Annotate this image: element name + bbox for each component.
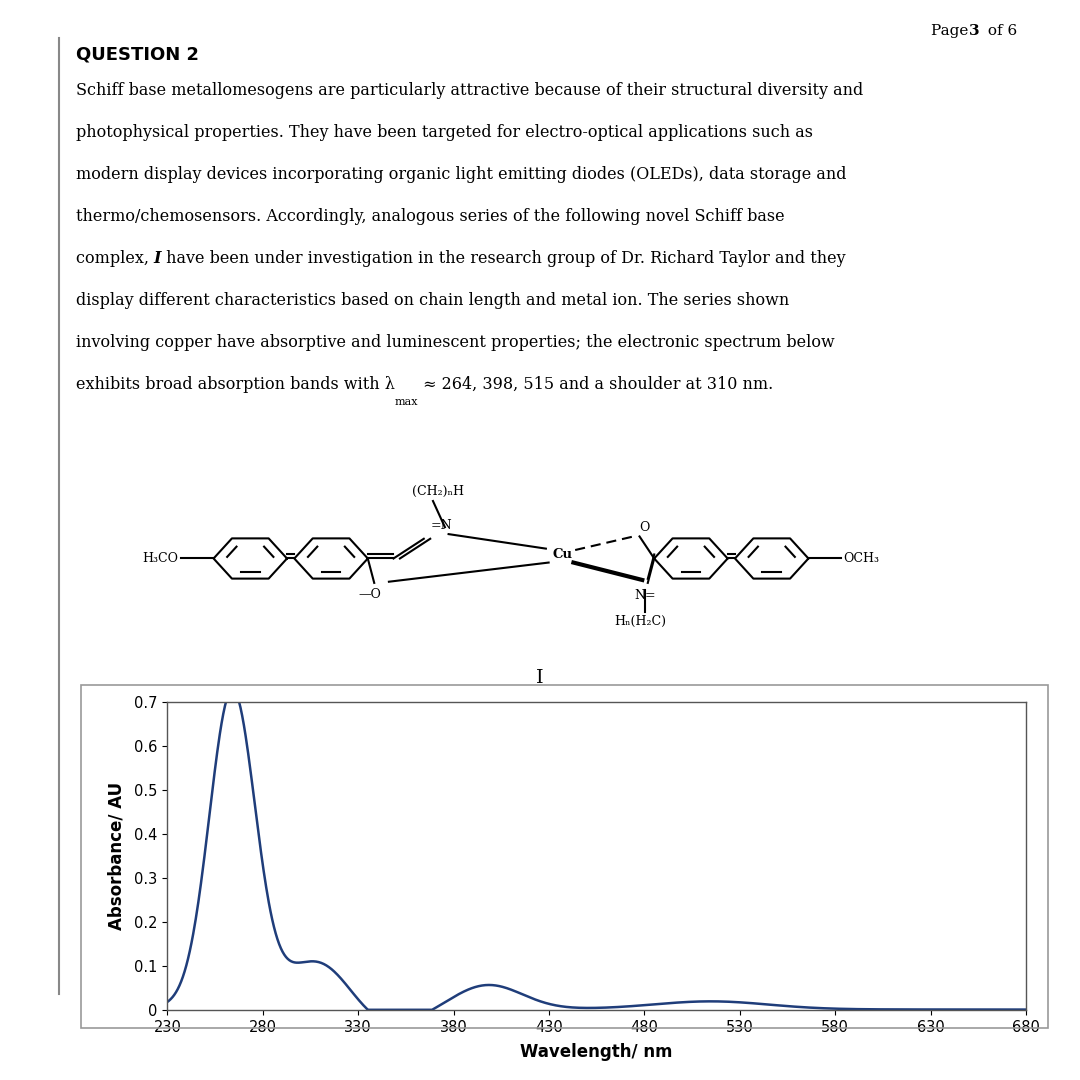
Text: —O: —O — [359, 588, 381, 600]
Text: of 6: of 6 — [983, 24, 1017, 38]
Text: Page: Page — [931, 24, 973, 38]
Text: Cu: Cu — [552, 548, 572, 561]
Text: H₃CO: H₃CO — [143, 552, 178, 565]
Text: have been under investigation in the research group of Dr. Richard Taylor and th: have been under investigation in the res… — [161, 249, 846, 267]
Text: Schiff base metallomesogens are particularly attractive because of their structu: Schiff base metallomesogens are particul… — [76, 81, 863, 98]
Text: I: I — [153, 249, 161, 267]
X-axis label: Wavelength/ nm: Wavelength/ nm — [521, 1043, 673, 1061]
Y-axis label: Absorbance/ AU: Absorbance/ AU — [108, 782, 126, 930]
Text: Hₙ(H₂C): Hₙ(H₂C) — [615, 615, 666, 627]
Text: exhibits broad absorption bands with λ: exhibits broad absorption bands with λ — [76, 376, 394, 393]
Text: I: I — [536, 670, 544, 687]
Text: thermo/chemosensors. Accordingly, analogous series of the following novel Schiff: thermo/chemosensors. Accordingly, analog… — [76, 207, 784, 225]
Text: QUESTION 2: QUESTION 2 — [76, 45, 199, 64]
Text: =N: =N — [430, 518, 451, 531]
Text: involving copper have absorptive and luminescent properties; the electronic spec: involving copper have absorptive and lum… — [76, 334, 835, 351]
Text: O: O — [639, 522, 650, 535]
Text: OCH₃: OCH₃ — [843, 552, 879, 565]
Text: display different characteristics based on chain length and metal ion. The serie: display different characteristics based … — [76, 292, 788, 309]
Text: ≈ 264, 398, 515 and a shoulder at 310 nm.: ≈ 264, 398, 515 and a shoulder at 310 nm… — [418, 376, 773, 393]
Text: photophysical properties. They have been targeted for electro-optical applicatio: photophysical properties. They have been… — [76, 123, 812, 140]
Text: N=: N= — [634, 589, 656, 602]
Text: max: max — [394, 397, 418, 407]
Text: complex,: complex, — [76, 249, 153, 267]
Text: (CH₂)ₙH: (CH₂)ₙH — [411, 485, 463, 498]
Text: 3: 3 — [969, 24, 980, 38]
Text: modern display devices incorporating organic light emitting diodes (OLEDs), data: modern display devices incorporating org… — [76, 165, 846, 183]
